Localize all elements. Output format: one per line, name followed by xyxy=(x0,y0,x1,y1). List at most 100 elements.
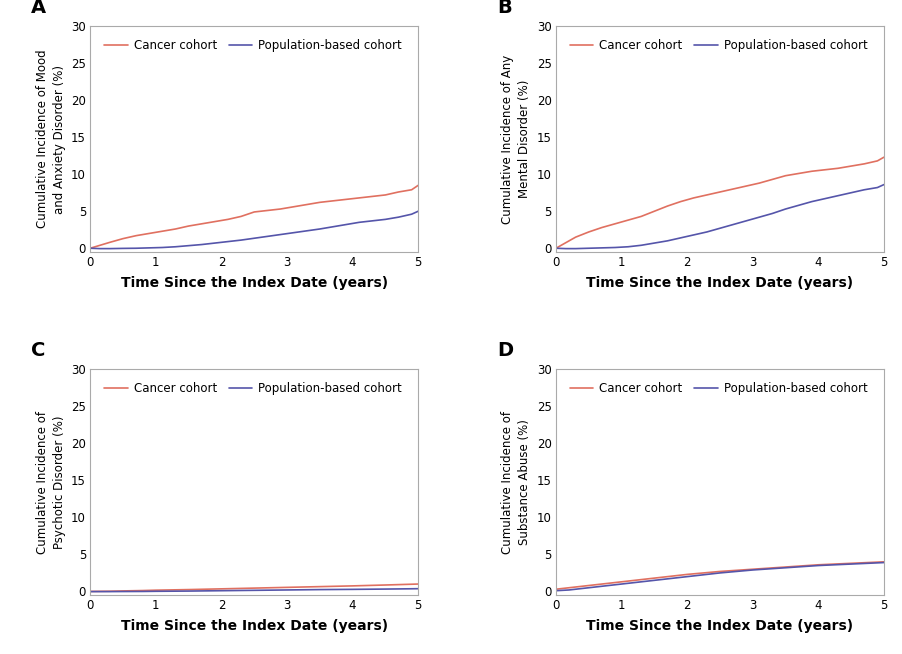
Cancer cohort xyxy=(105,587,115,595)
Cancer cohort xyxy=(662,202,673,210)
Population-based cohort xyxy=(170,243,181,250)
Population-based cohort xyxy=(780,205,791,213)
Cancer cohort xyxy=(216,585,226,593)
Population-based cohort xyxy=(380,585,391,593)
Cancer cohort xyxy=(806,167,817,175)
Cancer cohort xyxy=(301,201,312,209)
Population-based cohort xyxy=(117,587,128,595)
Cancer cohort xyxy=(780,563,791,571)
Cancer cohort xyxy=(380,191,391,199)
Cancer cohort xyxy=(262,207,272,215)
Population-based cohort xyxy=(616,580,627,588)
Cancer cohort xyxy=(281,583,292,591)
Population-based cohort xyxy=(859,186,870,194)
Population-based cohort xyxy=(216,587,226,594)
Population-based cohort xyxy=(649,576,659,584)
Cancer cohort xyxy=(754,179,765,187)
Population-based cohort xyxy=(315,225,326,233)
Cancer cohort xyxy=(636,213,647,220)
Cancer cohort xyxy=(748,565,759,573)
Cancer cohort xyxy=(209,218,220,226)
Population-based cohort xyxy=(872,184,883,192)
Population-based cohort xyxy=(793,201,804,209)
Cancer cohort xyxy=(846,162,857,170)
Cancer cohort xyxy=(741,182,751,190)
Cancer cohort xyxy=(249,584,260,592)
Legend: Cancer cohort, Population-based cohort: Cancer cohort, Population-based cohort xyxy=(566,34,872,57)
Population-based cohort xyxy=(550,587,561,594)
Population-based cohort xyxy=(560,245,571,252)
Population-based cohort xyxy=(288,229,299,237)
Population-based cohort xyxy=(610,243,621,251)
Cancer cohort xyxy=(183,222,194,230)
Cancer cohort xyxy=(157,228,168,235)
Cancer cohort xyxy=(367,192,378,200)
Population-based cohort xyxy=(688,231,699,239)
Legend: Cancer cohort, Population-based cohort: Cancer cohort, Population-based cohort xyxy=(566,377,872,400)
Population-based cohort xyxy=(584,245,594,252)
Cancer cohort xyxy=(596,224,607,232)
Line: Population-based cohort: Population-based cohort xyxy=(90,211,419,249)
Population-based cohort xyxy=(622,243,633,250)
Population-based cohort xyxy=(131,245,142,252)
Cancer cohort xyxy=(393,188,404,196)
Line: Cancer cohort: Cancer cohort xyxy=(90,584,419,591)
Population-based cohort xyxy=(570,245,581,252)
Cancer cohort xyxy=(879,153,889,161)
Population-based cohort xyxy=(406,211,417,218)
Population-based cohort xyxy=(636,578,647,586)
Cancer cohort xyxy=(622,216,633,224)
Cancer cohort xyxy=(380,581,391,589)
Cancer cohort xyxy=(584,228,594,236)
Cancer cohort xyxy=(183,586,194,594)
Population-based cohort xyxy=(105,245,115,252)
Line: Population-based cohort: Population-based cohort xyxy=(556,184,884,249)
Population-based cohort xyxy=(197,241,207,249)
Cancer cohort xyxy=(564,237,575,245)
Cancer cohort xyxy=(249,208,260,216)
Cancer cohort xyxy=(327,197,338,205)
Text: C: C xyxy=(32,341,45,360)
Population-based cohort xyxy=(780,564,791,572)
Cancer cohort xyxy=(682,570,693,578)
Cancer cohort xyxy=(616,578,627,586)
Population-based cohort xyxy=(806,198,817,205)
Cancer cohort xyxy=(341,196,352,203)
Population-based cohort xyxy=(275,231,286,239)
Population-based cohort xyxy=(879,181,889,188)
Population-based cohort xyxy=(413,585,424,593)
Population-based cohort xyxy=(249,234,260,242)
Population-based cohort xyxy=(315,586,326,594)
Cancer cohort xyxy=(846,559,857,567)
Population-based cohort xyxy=(367,217,378,225)
Population-based cohort xyxy=(813,562,824,570)
Population-based cohort xyxy=(95,245,106,252)
Population-based cohort xyxy=(662,237,673,245)
Cancer cohort xyxy=(714,188,725,196)
Population-based cohort xyxy=(105,588,115,596)
Population-based cohort xyxy=(143,244,154,252)
Text: D: D xyxy=(497,341,513,360)
Cancer cohort xyxy=(105,239,115,247)
Population-based cohort xyxy=(137,587,148,595)
Population-based cohort xyxy=(380,215,391,223)
Cancer cohort xyxy=(85,587,96,595)
Population-based cohort xyxy=(157,243,168,251)
Cancer cohort xyxy=(137,587,148,594)
Population-based cohort xyxy=(281,586,292,594)
Population-based cohort xyxy=(413,207,424,215)
Cancer cohort xyxy=(780,172,791,180)
Y-axis label: Cumulative Incidence of Mood
and Anxiety Disorder (%): Cumulative Incidence of Mood and Anxiety… xyxy=(35,50,66,228)
Cancer cohort xyxy=(288,203,299,211)
Cancer cohort xyxy=(131,232,142,239)
Cancer cohort xyxy=(354,194,364,202)
Text: B: B xyxy=(497,0,511,17)
Population-based cohort xyxy=(550,245,561,252)
Cancer cohort xyxy=(117,587,128,595)
Y-axis label: Cumulative Incidence of Any
Mental Disorder (%): Cumulative Incidence of Any Mental Disor… xyxy=(502,54,531,224)
Population-based cohort xyxy=(347,585,358,593)
Population-based cohort xyxy=(846,189,857,197)
Cancer cohort xyxy=(413,580,424,588)
Population-based cohort xyxy=(676,234,686,242)
Line: Cancer cohort: Cancer cohort xyxy=(556,157,884,249)
